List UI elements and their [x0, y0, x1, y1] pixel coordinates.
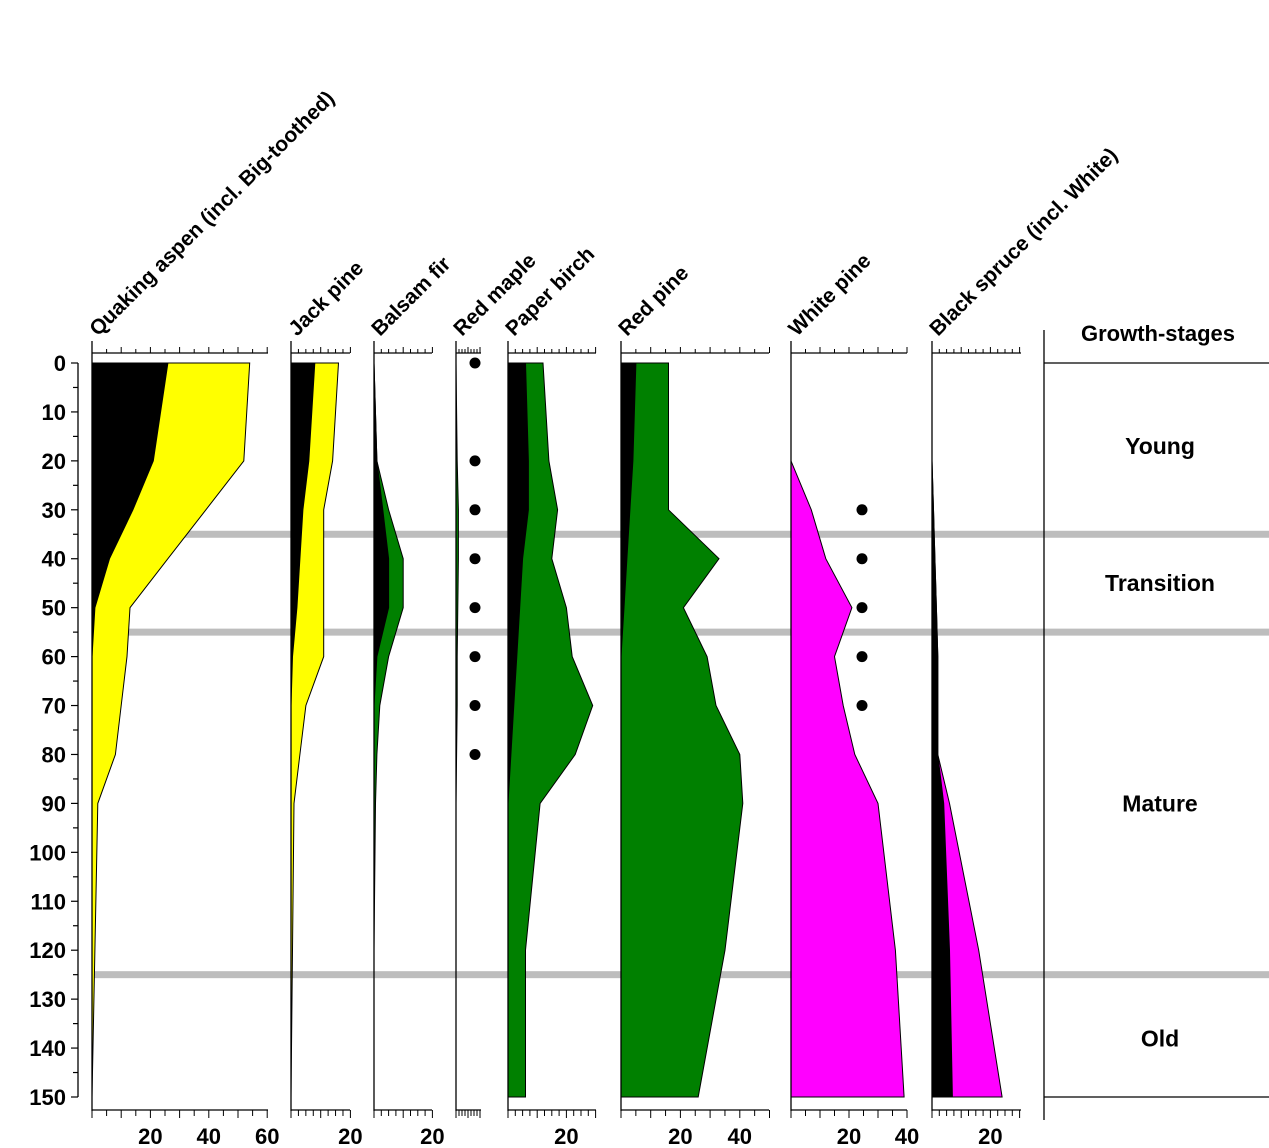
- x-tick-label: 40: [895, 1124, 919, 1148]
- presence-dot: [856, 602, 868, 614]
- series-area-4: [507, 362, 594, 1098]
- y-tick-label: 40: [42, 547, 66, 572]
- x-tick-label: 20: [338, 1124, 362, 1148]
- y-tick-label: 60: [42, 645, 66, 670]
- series-area-6: [790, 363, 905, 1098]
- stage-label-young: Young: [1125, 433, 1195, 459]
- stages-title: Growth-stages: [1081, 321, 1235, 346]
- series-title-2: Balsam fir: [367, 252, 455, 340]
- presence-dot: [469, 748, 481, 760]
- x-tick-label: 20: [420, 1124, 444, 1148]
- series-title-1: Jack pine: [284, 257, 368, 341]
- y-tick-label: 30: [42, 498, 66, 523]
- stage-label-transition: Transition: [1105, 570, 1215, 596]
- series-area-0: [91, 362, 251, 1098]
- series-title-5: Red pine: [614, 262, 693, 341]
- presence-dot: [856, 700, 868, 712]
- series-area-1: [290, 362, 340, 1098]
- y-tick-label: 150: [29, 1085, 66, 1110]
- y-tick-label: 130: [29, 987, 66, 1012]
- x-tick-label: 20: [978, 1124, 1002, 1148]
- x-tick-label: 40: [197, 1124, 221, 1148]
- series-title-7: Black spruce (incl. White): [925, 144, 1122, 341]
- stage-label-old: Old: [1141, 1025, 1179, 1051]
- series-area-5: [620, 362, 744, 1098]
- stage-label-mature: Mature: [1122, 790, 1197, 816]
- x-tick-label: 60: [255, 1124, 279, 1148]
- y-tick-label: 120: [29, 938, 66, 963]
- y-tick-label: 100: [29, 840, 66, 865]
- series-title-6: White pine: [784, 249, 875, 340]
- presence-dot: [469, 504, 481, 516]
- presence-dot: [856, 504, 868, 516]
- series-title-0: Quaking aspen (incl. Big-toothed): [85, 87, 339, 341]
- y-tick-label: 20: [42, 449, 66, 474]
- y-tick-label: 0: [54, 351, 66, 376]
- y-tick-label: 90: [42, 791, 66, 816]
- presence-dot: [469, 553, 481, 565]
- presence-dot: [469, 700, 481, 712]
- y-tick-label: 110: [31, 889, 67, 914]
- series-inner-area-7: [931, 363, 953, 1098]
- x-tick-label: 40: [728, 1124, 752, 1148]
- presence-dot: [469, 651, 481, 663]
- x-tick-label: 20: [138, 1124, 162, 1148]
- y-tick-label: 140: [29, 1036, 66, 1061]
- presence-dot: [469, 455, 481, 467]
- y-tick-label: 70: [42, 694, 66, 719]
- x-tick-label: 20: [554, 1124, 578, 1148]
- x-tick-label: 20: [837, 1124, 861, 1148]
- y-tick-label: 10: [42, 400, 66, 425]
- presence-dot: [469, 357, 481, 369]
- y-tick-label: 50: [42, 596, 66, 621]
- x-tick-label: 20: [668, 1124, 692, 1148]
- y-tick-label: 80: [42, 742, 66, 767]
- presence-dot: [469, 602, 481, 614]
- presence-dot: [856, 553, 868, 565]
- presence-dot: [856, 651, 868, 663]
